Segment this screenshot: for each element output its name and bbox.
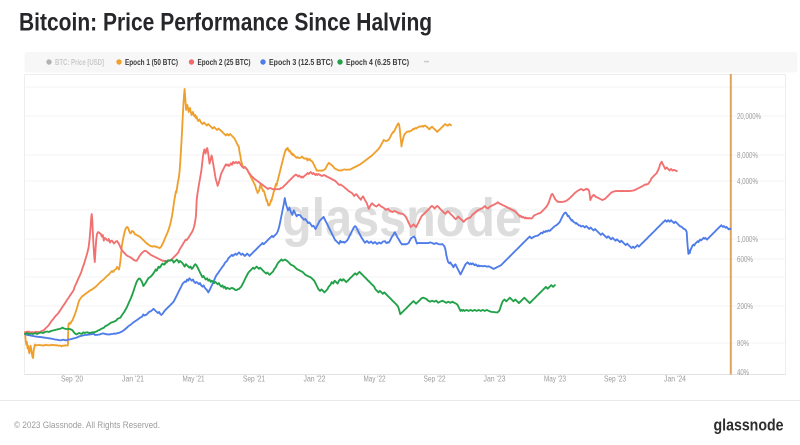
svg-text:Epoch 3 (12.5 BTC): Epoch 3 (12.5 BTC) [269,57,333,67]
svg-text:80%: 80% [737,339,749,348]
svg-text:1,000%: 1,000% [737,235,758,244]
svg-text:May '23: May '23 [544,375,566,384]
svg-text:Jan '22: Jan '22 [304,375,326,384]
svg-text:May '22: May '22 [364,375,386,384]
svg-text:200%: 200% [737,302,753,311]
svg-text:Jan '21: Jan '21 [122,375,144,384]
svg-text:glassnode: glassnode [714,416,784,435]
svg-text:Jan '23: Jan '23 [484,375,506,384]
svg-text:Sep '22: Sep '22 [424,375,446,384]
svg-text:Sep '20: Sep '20 [61,375,83,384]
svg-text:Sep '21: Sep '21 [243,375,265,384]
svg-text:Sep '23: Sep '23 [604,375,626,384]
svg-text:© 2023 Glassnode. All Rights R: © 2023 Glassnode. All Rights Reserved. [14,420,160,430]
svg-text:Epoch 1 (50 BTC): Epoch 1 (50 BTC) [125,57,178,67]
svg-text:May '21: May '21 [183,375,205,384]
svg-text:Jan '24: Jan '24 [664,375,686,384]
svg-text:Epoch 4 (6.25 BTC): Epoch 4 (6.25 BTC) [346,57,409,67]
svg-text:glassnode: glassnode [282,188,522,248]
svg-text:BTC: Price [USD]: BTC: Price [USD] [55,57,104,67]
svg-text:20,000%: 20,000% [737,112,761,121]
svg-text:4,000%: 4,000% [737,177,758,186]
svg-text:8,000%: 8,000% [737,151,758,160]
svg-text:Epoch 2 (25 BTC): Epoch 2 (25 BTC) [198,57,251,67]
svg-text:40%: 40% [737,368,749,377]
svg-text:600%: 600% [737,255,753,264]
